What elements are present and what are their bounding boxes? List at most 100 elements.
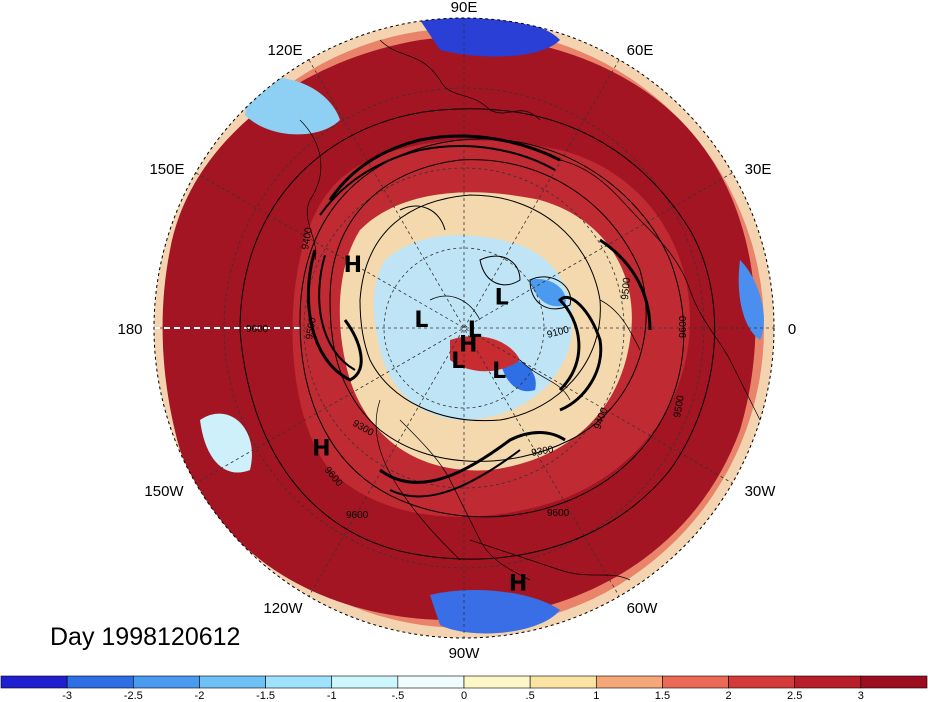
low-pressure-marker: L bbox=[468, 318, 482, 343]
colorbar-tick-label: -1.5 bbox=[256, 690, 275, 702]
field-blue-bottom bbox=[430, 590, 560, 634]
jet-contour-south-b bbox=[389, 449, 521, 498]
contour-label: 9500 bbox=[672, 394, 687, 418]
jet-contour-south-a bbox=[379, 431, 566, 484]
colorbar-cell bbox=[397, 675, 465, 689]
contour-9300 bbox=[359, 194, 601, 422]
colorbar-cell bbox=[860, 675, 928, 689]
field-blue-east bbox=[738, 260, 764, 340]
lon-label-150e: 150E bbox=[149, 161, 184, 178]
colorbar-ticks: -3 -2.5 -2 -1.5 -1 -.5 0 .5 1 1.5 2 2.5 3 bbox=[62, 690, 864, 702]
coast-north-america-east bbox=[399, 419, 531, 581]
jet-contour-east-b bbox=[599, 238, 652, 331]
colorbar-tick-label: .5 bbox=[526, 690, 535, 702]
colorbar-cell bbox=[728, 675, 796, 689]
colorbar-cell bbox=[0, 675, 68, 689]
contour-label: 9500 bbox=[304, 316, 319, 340]
longitude-labels: 90E 60E 30E 0 30W 60W 90W 120W 150W 180 … bbox=[117, 0, 796, 662]
colorbar-tick-label: 0 bbox=[461, 690, 467, 702]
colorbar-cell bbox=[595, 675, 663, 689]
lon-label-90e: 90E bbox=[451, 0, 478, 16]
colorbar-tick-label: 1 bbox=[593, 690, 599, 702]
jet-contour-north-a bbox=[328, 134, 561, 201]
graticule-lat-60 bbox=[223, 87, 705, 569]
field-pale-sw bbox=[200, 413, 252, 473]
contour-label: 9500 bbox=[620, 277, 633, 301]
colorbar-cell bbox=[132, 675, 200, 689]
jet-contour-west-a bbox=[306, 249, 363, 382]
lon-label-120w: 120W bbox=[263, 600, 303, 617]
graticule-meridian-150e-30w bbox=[195, 172, 733, 484]
graticule-meridian-60e-120w bbox=[308, 59, 620, 597]
colorbar-tick-label: 3 bbox=[858, 690, 864, 702]
contour-label: 9600 bbox=[346, 510, 369, 521]
colorbar-cell bbox=[265, 675, 333, 689]
map-boundary bbox=[153, 17, 775, 639]
lon-label-90w: 90W bbox=[449, 645, 481, 662]
contour-9500 bbox=[299, 138, 685, 518]
coast-europe-north bbox=[559, 159, 691, 291]
colorbar-cell bbox=[463, 675, 531, 689]
lon-label-180: 180 bbox=[117, 321, 142, 338]
field-blue-nw bbox=[245, 77, 340, 135]
low-pressure-marker: L bbox=[495, 285, 509, 310]
coast-africa bbox=[689, 289, 761, 421]
colorbar-tick-label: -2.5 bbox=[124, 690, 143, 702]
lon-label-60w: 60W bbox=[627, 600, 659, 617]
graticule-meridian-30e-150w bbox=[195, 172, 733, 484]
lon-label-30w: 30W bbox=[745, 483, 777, 500]
coast-asia-north bbox=[379, 39, 541, 121]
colorbar-cell bbox=[662, 675, 729, 689]
contour-inner-a bbox=[399, 205, 446, 231]
colorbar-cell bbox=[199, 675, 266, 689]
coast-north-america-west bbox=[375, 399, 461, 561]
graticule bbox=[154, 18, 774, 638]
field-blue-inner bbox=[530, 279, 566, 307]
colorbar-tick-label: 1.5 bbox=[655, 690, 670, 702]
lon-label-150w: 150W bbox=[144, 483, 184, 500]
contour-label: 9600 bbox=[547, 508, 570, 519]
coastlines bbox=[299, 39, 761, 581]
high-pressure-marker: H bbox=[312, 437, 330, 462]
high-pressure-marker: H bbox=[459, 333, 477, 358]
jet-contour-north-b bbox=[319, 145, 556, 216]
jet-contour-east-a bbox=[557, 296, 603, 412]
colorbar-tick-label: 2 bbox=[726, 690, 732, 702]
colorbar-cell bbox=[66, 675, 134, 689]
colorbar: -3 -2.5 -2 -1.5 -1 -.5 0 .5 1 1.5 2 2.5 3 bbox=[0, 675, 928, 702]
coast-east-asia bbox=[299, 119, 322, 261]
colorbar-cells bbox=[0, 675, 928, 689]
lon-label-0: 0 bbox=[788, 321, 796, 338]
contour-label: 9600 bbox=[246, 324, 269, 335]
coast-scandinavia bbox=[599, 299, 641, 351]
colorbar-cell bbox=[529, 675, 597, 689]
colorbar-tick-label: -.5 bbox=[391, 690, 404, 702]
coast-arctic-islands bbox=[429, 295, 481, 321]
colorbar-tick-label: -1 bbox=[327, 690, 337, 702]
contour-inner-low-2 bbox=[529, 276, 572, 310]
jet-contour-west-b bbox=[318, 254, 356, 371]
geopotential-contours bbox=[239, 108, 716, 560]
field-blue-top bbox=[420, 18, 560, 57]
contour-label: 9400 bbox=[300, 226, 315, 250]
contour-inner-low bbox=[479, 255, 521, 286]
colorbar-cell bbox=[331, 675, 399, 689]
colorbar-tick-label: -3 bbox=[62, 690, 72, 702]
map-disk bbox=[154, 18, 774, 638]
coast-caribbean bbox=[469, 539, 631, 581]
coast-greenland bbox=[519, 359, 571, 401]
low-pressure-marker: L bbox=[451, 349, 465, 374]
high-pressure-marker: H bbox=[344, 253, 362, 278]
lon-label-30e: 30E bbox=[745, 161, 772, 178]
low-pressure-marker: L bbox=[414, 308, 428, 333]
date-label: Day 1998120612 bbox=[50, 623, 240, 651]
contour-9400 bbox=[329, 159, 647, 462]
colorbar-cell bbox=[794, 675, 862, 689]
field-blue-center bbox=[500, 359, 536, 392]
high-pressure-marker: H bbox=[509, 571, 527, 596]
contour-label: 9300 bbox=[531, 444, 555, 459]
colorbar-tick-label: 2.5 bbox=[787, 690, 802, 702]
contour-9600-outer bbox=[239, 108, 716, 560]
